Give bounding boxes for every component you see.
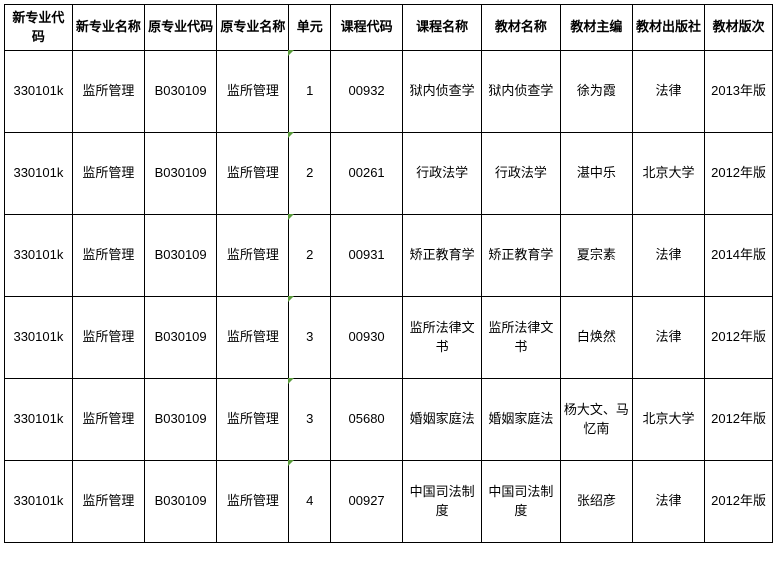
header-new-major-name: 新专业名称: [72, 5, 144, 51]
cell-textbook-name: 监所法律文书: [481, 297, 560, 379]
cell-new-major-name: 监所管理: [72, 51, 144, 133]
cell-unit: 2: [289, 215, 331, 297]
cell-textbook-publisher: 法律: [632, 297, 704, 379]
cell-textbook-publisher: 法律: [632, 461, 704, 543]
cell-textbook-name: 中国司法制度: [481, 461, 560, 543]
cell-old-major-name: 监所管理: [217, 461, 289, 543]
cell-textbook-edition: 2014年版: [705, 215, 773, 297]
cell-unit: 1: [289, 51, 331, 133]
header-textbook-edition: 教材版次: [705, 5, 773, 51]
cell-textbook-publisher: 北京大学: [632, 379, 704, 461]
cell-course-code: 00932: [331, 51, 403, 133]
cell-new-major-code: 330101k: [5, 215, 73, 297]
cell-old-major-code: B030109: [145, 133, 217, 215]
table-row: 330101k 监所管理 B030109 监所管理 3 05680 婚姻家庭法 …: [5, 379, 773, 461]
cell-unit: 3: [289, 297, 331, 379]
cell-unit: 2: [289, 133, 331, 215]
cell-old-major-name: 监所管理: [217, 133, 289, 215]
table-row: 330101k 监所管理 B030109 监所管理 2 00931 矫正教育学 …: [5, 215, 773, 297]
header-textbook-publisher: 教材出版社: [632, 5, 704, 51]
cell-textbook-edition: 2012年版: [705, 461, 773, 543]
cell-new-major-name: 监所管理: [72, 215, 144, 297]
cell-textbook-edition: 2012年版: [705, 133, 773, 215]
table-row: 330101k 监所管理 B030109 监所管理 4 00927 中国司法制度…: [5, 461, 773, 543]
cell-old-major-name: 监所管理: [217, 379, 289, 461]
header-course-code: 课程代码: [331, 5, 403, 51]
course-table: 新专业代码 新专业名称 原专业代码 原专业名称 单元 课程代码 课程名称 教材名…: [4, 4, 773, 543]
cell-textbook-publisher: 北京大学: [632, 133, 704, 215]
cell-old-major-code: B030109: [145, 51, 217, 133]
cell-new-major-code: 330101k: [5, 297, 73, 379]
cell-course-name: 行政法学: [403, 133, 482, 215]
cell-old-major-name: 监所管理: [217, 51, 289, 133]
cell-new-major-name: 监所管理: [72, 461, 144, 543]
cell-textbook-name: 行政法学: [481, 133, 560, 215]
cell-new-major-name: 监所管理: [72, 379, 144, 461]
cell-textbook-name: 狱内侦查学: [481, 51, 560, 133]
cell-course-name: 监所法律文书: [403, 297, 482, 379]
cell-unit: 3: [289, 379, 331, 461]
header-textbook-name: 教材名称: [481, 5, 560, 51]
cell-old-major-code: B030109: [145, 215, 217, 297]
cell-unit: 4: [289, 461, 331, 543]
cell-textbook-editor: 杨大文、马忆南: [560, 379, 632, 461]
cell-textbook-editor: 夏宗素: [560, 215, 632, 297]
header-course-name: 课程名称: [403, 5, 482, 51]
cell-textbook-editor: 张绍彦: [560, 461, 632, 543]
cell-textbook-edition: 2013年版: [705, 51, 773, 133]
cell-textbook-editor: 徐为霞: [560, 51, 632, 133]
cell-course-name: 婚姻家庭法: [403, 379, 482, 461]
cell-course-code: 00261: [331, 133, 403, 215]
header-old-major-name: 原专业名称: [217, 5, 289, 51]
cell-textbook-name: 婚姻家庭法: [481, 379, 560, 461]
table-body: 330101k 监所管理 B030109 监所管理 1 00932 狱内侦查学 …: [5, 51, 773, 543]
cell-old-major-name: 监所管理: [217, 297, 289, 379]
cell-course-name: 中国司法制度: [403, 461, 482, 543]
cell-new-major-code: 330101k: [5, 133, 73, 215]
cell-old-major-code: B030109: [145, 461, 217, 543]
header-new-major-code: 新专业代码: [5, 5, 73, 51]
header-old-major-code: 原专业代码: [145, 5, 217, 51]
header-unit: 单元: [289, 5, 331, 51]
cell-old-major-name: 监所管理: [217, 215, 289, 297]
cell-old-major-code: B030109: [145, 297, 217, 379]
header-textbook-editor: 教材主编: [560, 5, 632, 51]
table-header: 新专业代码 新专业名称 原专业代码 原专业名称 单元 课程代码 课程名称 教材名…: [5, 5, 773, 51]
cell-textbook-edition: 2012年版: [705, 297, 773, 379]
cell-new-major-name: 监所管理: [72, 133, 144, 215]
cell-textbook-editor: 白焕然: [560, 297, 632, 379]
cell-textbook-editor: 湛中乐: [560, 133, 632, 215]
cell-textbook-edition: 2012年版: [705, 379, 773, 461]
cell-course-name: 矫正教育学: [403, 215, 482, 297]
cell-textbook-publisher: 法律: [632, 51, 704, 133]
table-row: 330101k 监所管理 B030109 监所管理 3 00930 监所法律文书…: [5, 297, 773, 379]
cell-old-major-code: B030109: [145, 379, 217, 461]
cell-new-major-code: 330101k: [5, 51, 73, 133]
table-row: 330101k 监所管理 B030109 监所管理 2 00261 行政法学 行…: [5, 133, 773, 215]
header-row: 新专业代码 新专业名称 原专业代码 原专业名称 单元 课程代码 课程名称 教材名…: [5, 5, 773, 51]
cell-course-code: 05680: [331, 379, 403, 461]
cell-new-major-code: 330101k: [5, 379, 73, 461]
cell-course-code: 00931: [331, 215, 403, 297]
cell-course-code: 00927: [331, 461, 403, 543]
table-row: 330101k 监所管理 B030109 监所管理 1 00932 狱内侦查学 …: [5, 51, 773, 133]
cell-new-major-name: 监所管理: [72, 297, 144, 379]
cell-course-name: 狱内侦查学: [403, 51, 482, 133]
cell-new-major-code: 330101k: [5, 461, 73, 543]
cell-course-code: 00930: [331, 297, 403, 379]
cell-textbook-name: 矫正教育学: [481, 215, 560, 297]
cell-textbook-publisher: 法律: [632, 215, 704, 297]
